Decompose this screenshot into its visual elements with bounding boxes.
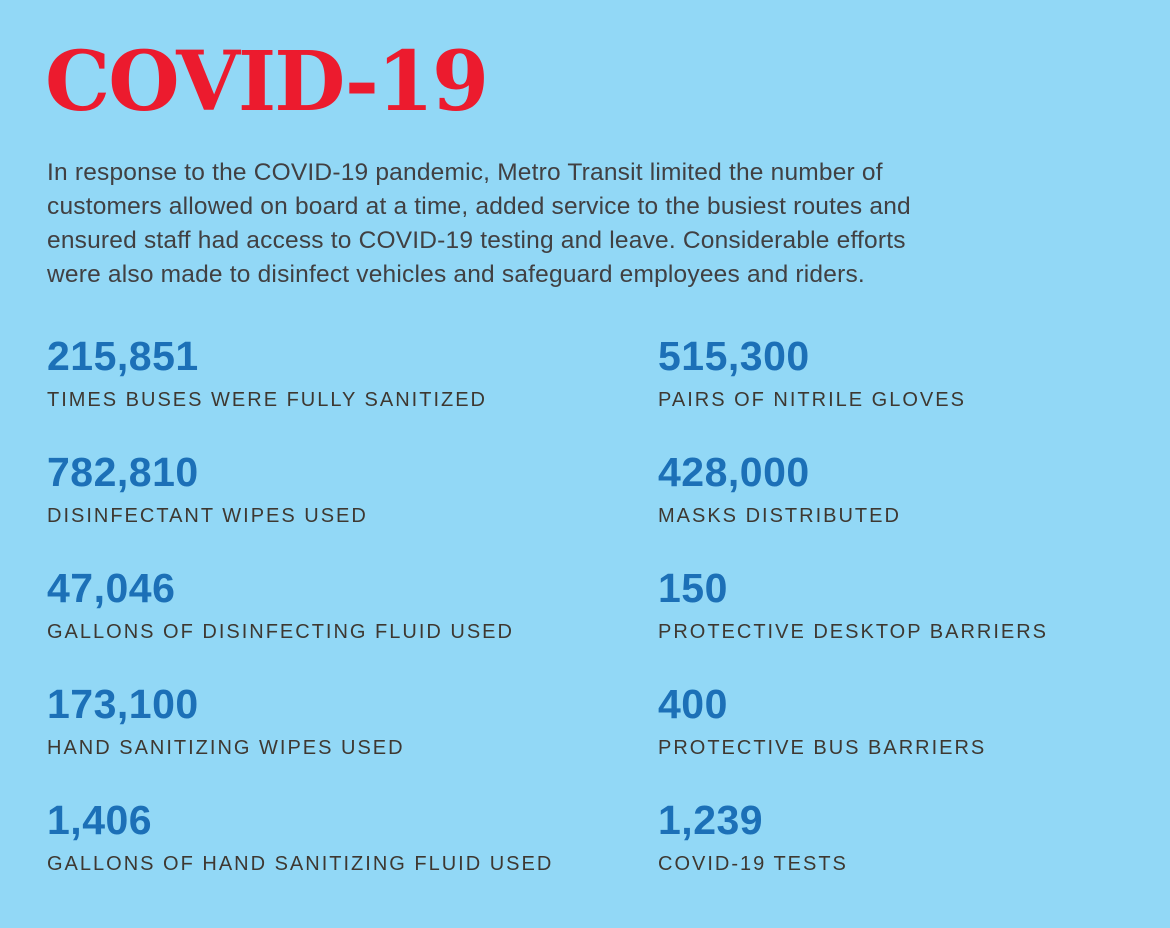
intro-line: were also made to disinfect vehicles and… [47, 261, 865, 288]
stat-buses-sanitized: 215,851 TIMES BUSES WERE FULLY SANITIZED [47, 334, 658, 413]
stat-value: 1,406 [47, 797, 153, 843]
stat-nitrile-gloves: 515,300 PAIRS OF NITRILE GLOVES [658, 334, 1137, 413]
stat-hand-sanitizing-wipes: 173,100 HAND SANITIZING WIPES USED [47, 682, 658, 761]
stats-column-left: 215,851 TIMES BUSES WERE FULLY SANITIZED… [47, 334, 658, 914]
stat-label: PROTECTIVE DESKTOP BARRIERS [658, 621, 1049, 643]
stat-disinfecting-fluid: 47,046 GALLONS OF DISINFECTING FLUID USE… [47, 566, 658, 645]
stat-covid-tests: 1,239 COVID-19 TESTS [658, 798, 1137, 877]
stat-value: 1,239 [658, 797, 764, 843]
stat-label: MASKS DISTRIBUTED [658, 505, 901, 527]
stat-disinfectant-wipes: 782,810 DISINFECTANT WIPES USED [47, 450, 658, 529]
stat-label: DISINFECTANT WIPES USED [47, 505, 368, 527]
stat-label: HAND SANITIZING WIPES USED [47, 737, 405, 759]
stat-label: GALLONS OF HAND SANITIZING FLUID USED [47, 853, 554, 875]
stat-value: 428,000 [658, 449, 810, 495]
stat-value: 215,851 [47, 333, 199, 379]
stats-column-right: 515,300 PAIRS OF NITRILE GLOVES 428,000 … [658, 334, 1137, 914]
stat-value: 173,100 [47, 681, 199, 727]
stat-desktop-barriers: 150 PROTECTIVE DESKTOP BARRIERS [658, 566, 1137, 645]
stat-value: 782,810 [47, 449, 199, 495]
stat-value: 515,300 [658, 333, 810, 379]
intro-line: customers allowed on board at a time, ad… [47, 193, 911, 220]
stat-masks-distributed: 428,000 MASKS DISTRIBUTED [658, 450, 1137, 529]
stat-value: 400 [658, 681, 728, 727]
page-title: COVID-19 [45, 34, 489, 130]
intro-paragraph: In response to the COVID-19 pandemic, Me… [47, 156, 1127, 292]
stat-label: PROTECTIVE BUS BARRIERS [658, 737, 987, 759]
intro-line: ensured staff had access to COVID-19 tes… [47, 227, 906, 254]
stat-label: COVID-19 TESTS [658, 853, 848, 875]
stat-value: 47,046 [47, 565, 176, 611]
stat-hand-sanitizing-fluid: 1,406 GALLONS OF HAND SANITIZING FLUID U… [47, 798, 658, 877]
stat-value: 150 [658, 565, 728, 611]
intro-line: In response to the COVID-19 pandemic, Me… [47, 159, 883, 186]
stat-label: TIMES BUSES WERE FULLY SANITIZED [47, 389, 487, 411]
stat-bus-barriers: 400 PROTECTIVE BUS BARRIERS [658, 682, 1137, 761]
stats-grid: 215,851 TIMES BUSES WERE FULLY SANITIZED… [47, 334, 1137, 914]
stat-label: PAIRS OF NITRILE GLOVES [658, 389, 966, 411]
stat-label: GALLONS OF DISINFECTING FLUID USED [47, 621, 514, 643]
